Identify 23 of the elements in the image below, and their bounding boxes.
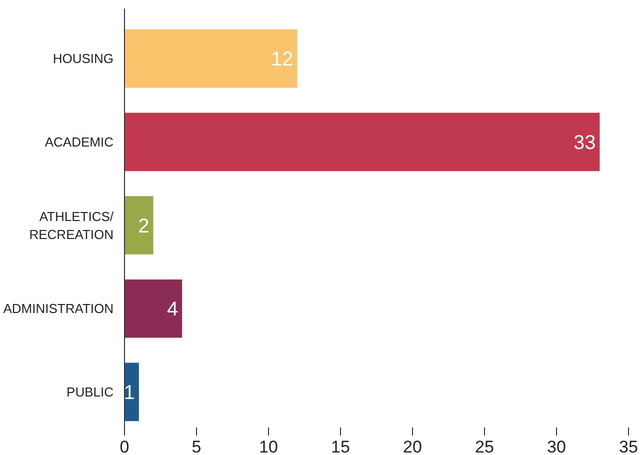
data-label: 2 <box>138 215 150 238</box>
data-label: 4 <box>166 298 178 321</box>
bar <box>124 112 600 172</box>
data-label: 1 <box>124 382 135 404</box>
y-tick-label: ATHLETICS/ RECREATION <box>29 208 114 242</box>
bar <box>124 196 154 254</box>
x-tick-label: 35 <box>619 438 638 455</box>
bar <box>124 279 182 338</box>
data-label: 12 <box>271 48 294 71</box>
data-label: 33 <box>573 132 596 154</box>
x-tick-label: 5 <box>192 438 202 455</box>
x-tick-label: 20 <box>403 438 422 455</box>
x-tick-label: 25 <box>475 438 494 455</box>
x-tick-label: 15 <box>331 438 350 455</box>
x-tick-label: 0 <box>120 438 130 455</box>
x-tick-label: 30 <box>547 438 566 455</box>
y-tick-label: HOUSING <box>52 51 114 66</box>
bar <box>124 29 298 88</box>
y-tick-label: ADMINISTRATION <box>3 301 114 316</box>
x-tick-label: 10 <box>259 438 278 455</box>
y-tick-label: ACADEMIC <box>44 134 114 150</box>
bar <box>124 362 139 422</box>
y-tick-label: PUBLIC <box>66 384 114 400</box>
